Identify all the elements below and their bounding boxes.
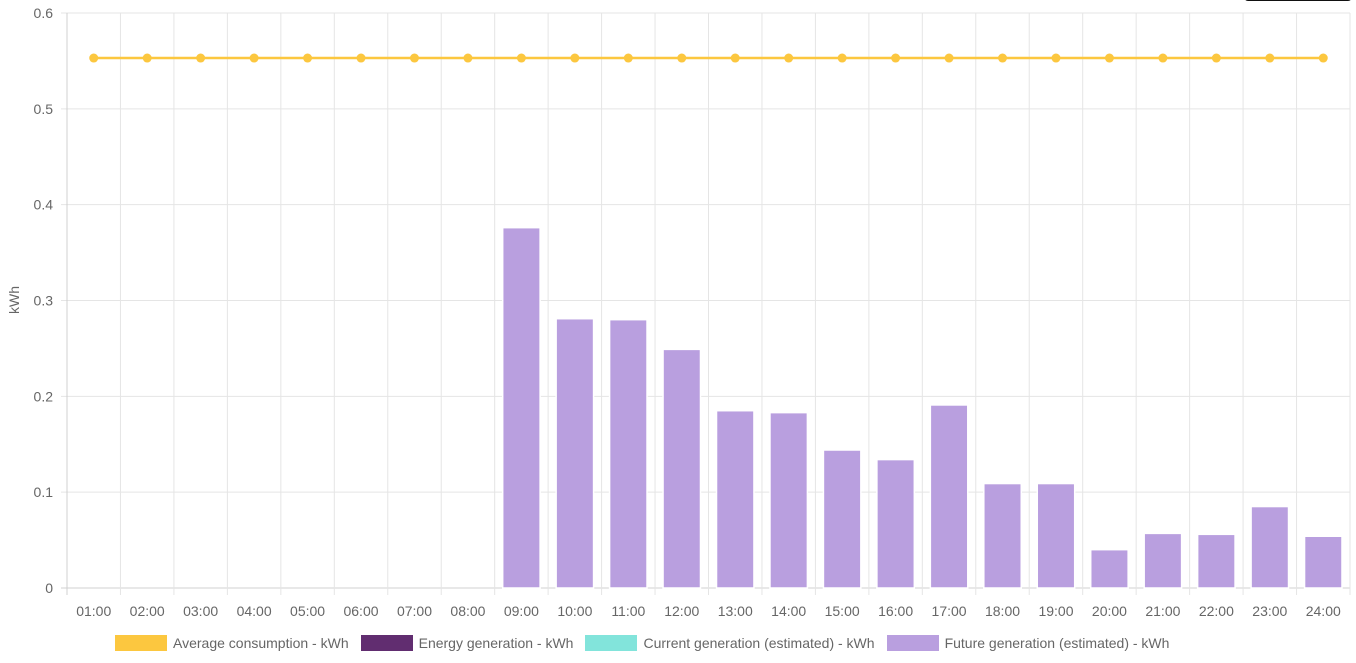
average-consumption-point[interactable] — [891, 53, 901, 63]
x-tick-label: 08:00 — [450, 603, 485, 619]
average-consumption-point[interactable] — [142, 53, 152, 63]
x-tick-label: 10:00 — [557, 603, 592, 619]
legend-item[interactable]: Average consumption - kWh — [115, 635, 349, 651]
x-tick-label: 19:00 — [1038, 603, 1073, 619]
x-tick-label: 20:00 — [1092, 603, 1127, 619]
x-tick-label: 02:00 — [130, 603, 165, 619]
legend-swatch — [360, 635, 413, 651]
future-generation-bar[interactable] — [929, 404, 969, 589]
average-consumption-point[interactable] — [1104, 53, 1114, 63]
future-generation-bar[interactable] — [1250, 505, 1290, 589]
average-consumption-point[interactable] — [1318, 53, 1328, 63]
future-generation-bar[interactable] — [662, 348, 702, 589]
x-tick-label: 04:00 — [237, 603, 272, 619]
average-consumption-point[interactable] — [1265, 53, 1275, 63]
x-tick-label: 03:00 — [183, 603, 218, 619]
legend-swatch — [886, 635, 939, 651]
legend-label: Average consumption - kWh — [173, 635, 349, 651]
y-tick-label: 0.1 — [34, 484, 54, 500]
y-axis-title: kWh — [6, 286, 22, 314]
x-tick-label: 22:00 — [1199, 603, 1234, 619]
average-consumption-point[interactable] — [356, 53, 366, 63]
average-consumption-point[interactable] — [944, 53, 954, 63]
grid-lines — [61, 12, 1351, 595]
average-consumption-point[interactable] — [730, 53, 740, 63]
average-consumption-point[interactable] — [677, 53, 687, 63]
y-tick-label: 0.5 — [34, 101, 54, 117]
future-generation-bar[interactable] — [1089, 548, 1129, 589]
legend-swatch — [115, 635, 167, 651]
average-consumption-point[interactable] — [1211, 53, 1221, 63]
average-consumption-point[interactable] — [837, 53, 847, 63]
future-generation-bars — [501, 226, 1343, 589]
future-generation-bar[interactable] — [1143, 532, 1183, 589]
average-consumption-point[interactable] — [570, 53, 580, 63]
average-consumption-point[interactable] — [1158, 53, 1168, 63]
average-consumption-point[interactable] — [303, 53, 313, 63]
average-consumption-point[interactable] — [249, 53, 259, 63]
average-consumption-point[interactable] — [463, 53, 473, 63]
legend-label: Future generation (estimated) - kWh — [944, 635, 1170, 651]
x-tick-label: 06:00 — [343, 603, 378, 619]
future-generation-bar[interactable] — [1196, 533, 1236, 589]
average-consumption-point[interactable] — [784, 53, 794, 63]
legend-swatch — [585, 635, 638, 651]
chart-legend: Average consumption - kWh Energy generati… — [115, 633, 1181, 653]
x-tick-label: 18:00 — [985, 603, 1020, 619]
average-consumption-point[interactable] — [1051, 53, 1061, 63]
x-tick-label: 07:00 — [397, 603, 432, 619]
future-generation-bar[interactable] — [876, 458, 916, 589]
average-consumption-point[interactable] — [409, 53, 419, 63]
legend-label: Current generation (estimated) - kWh — [643, 635, 875, 651]
x-tick-label: 13:00 — [718, 603, 753, 619]
y-axis-ticks: 0 0.1 0.2 0.3 0.4 0.5 0.6 — [34, 5, 54, 596]
future-generation-bar[interactable] — [1303, 535, 1343, 589]
average-consumption-line — [89, 53, 1328, 63]
x-tick-label: 16:00 — [878, 603, 913, 619]
x-tick-label: 21:00 — [1145, 603, 1180, 619]
legend-item[interactable]: Future generation (estimated) - kWh — [886, 635, 1170, 651]
x-tick-label: 14:00 — [771, 603, 806, 619]
x-tick-label: 17:00 — [932, 603, 967, 619]
x-tick-label: 23:00 — [1252, 603, 1287, 619]
future-generation-bar[interactable] — [983, 482, 1022, 589]
legend-label: Energy generation - kWh — [418, 635, 574, 651]
future-generation-bar[interactable] — [608, 318, 648, 589]
corner-button[interactable] — [1244, 0, 1352, 1]
x-tick-label: 01:00 — [76, 603, 111, 619]
average-consumption-point[interactable] — [89, 53, 99, 63]
x-tick-label: 11:00 — [611, 603, 645, 619]
future-generation-bar[interactable] — [715, 409, 755, 589]
x-axis-ticks: 01:00 02:00 03:00 04:00 05:00 06:00 07:00 08:00… — [76, 603, 1341, 619]
y-tick-label: 0.6 — [34, 5, 54, 21]
y-tick-label: 0.4 — [34, 197, 54, 213]
x-tick-label: 09:00 — [504, 603, 539, 619]
y-tick-label: 0.2 — [34, 388, 54, 404]
future-generation-bar[interactable] — [1036, 482, 1076, 589]
average-consumption-point[interactable] — [196, 53, 206, 63]
average-consumption-point[interactable] — [516, 53, 526, 63]
future-generation-bar[interactable] — [769, 411, 809, 589]
future-generation-bar[interactable] — [501, 226, 541, 589]
y-tick-label: 0 — [45, 580, 53, 596]
legend-item[interactable]: Energy generation - kWh — [360, 635, 574, 651]
average-consumption-point[interactable] — [998, 53, 1008, 63]
future-generation-bar[interactable] — [822, 449, 862, 589]
average-consumption-point[interactable] — [623, 53, 633, 63]
x-tick-label: 05:00 — [290, 603, 325, 619]
legend-item[interactable]: Current generation (estimated) - kWh — [585, 635, 875, 651]
x-tick-label: 12:00 — [664, 603, 699, 619]
chart-canvas: 0 0.1 0.2 0.3 0.4 0.5 0.6 01:00 02:00 03:00 04:00… — [6, 5, 1351, 619]
x-tick-label: 15:00 — [825, 603, 860, 619]
future-generation-bar[interactable] — [555, 317, 595, 589]
x-tick-label: 24:00 — [1306, 603, 1341, 619]
y-tick-label: 0.3 — [34, 293, 54, 309]
